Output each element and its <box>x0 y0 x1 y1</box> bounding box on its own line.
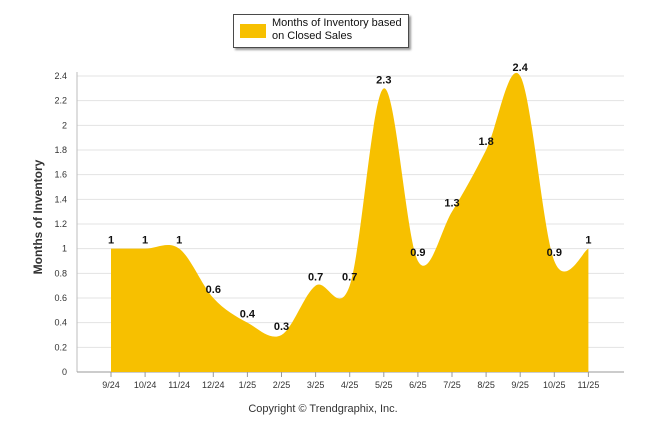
data-label: 2.3 <box>376 74 391 86</box>
data-label: 0.7 <box>308 272 323 284</box>
data-label: 1 <box>176 235 182 247</box>
x-tick-label: 11/25 <box>577 380 599 390</box>
y-tick-label: 0.6 <box>54 293 67 303</box>
x-tick-label: 7/25 <box>443 380 461 390</box>
x-tick-label: 2/25 <box>273 380 291 390</box>
x-tick-label: 12/24 <box>202 380 225 390</box>
legend[interactable]: Months of Inventory based on Closed Sale… <box>233 14 409 48</box>
series-area <box>111 72 589 373</box>
x-tick-label: 4/25 <box>341 380 359 390</box>
data-label: 1 <box>108 235 114 247</box>
x-tick-label: 6/25 <box>409 380 427 390</box>
y-tick-label: 1 <box>62 244 67 254</box>
y-tick-label: 2.2 <box>54 96 67 106</box>
x-tick-label: 3/25 <box>307 380 325 390</box>
data-label: 1 <box>585 235 591 247</box>
data-label: 1 <box>142 235 148 247</box>
x-tick-label: 11/24 <box>168 380 190 390</box>
x-tick-label: 5/25 <box>375 380 393 390</box>
y-tick-label: 1.6 <box>54 170 67 180</box>
data-label: 0.9 <box>547 247 562 259</box>
x-tick-label: 10/24 <box>134 380 157 390</box>
data-label: 0.6 <box>206 284 221 296</box>
x-tick-label: 10/25 <box>543 380 566 390</box>
x-tick-label: 8/25 <box>477 380 495 390</box>
copyright-text: Copyright © Trendgraphix, Inc. <box>248 403 398 415</box>
data-label: 1.8 <box>478 136 493 148</box>
legend-label: Months of Inventory based on Closed Sale… <box>272 17 402 42</box>
y-tick-label: 0 <box>62 367 67 377</box>
data-label: 0.4 <box>240 309 256 321</box>
data-label: 2.4 <box>513 62 529 74</box>
y-tick-label: 1.2 <box>54 219 67 229</box>
y-tick-label: 1.8 <box>54 145 67 155</box>
y-axis-title: Months of Inventory <box>31 159 45 275</box>
y-tick-label: 0.8 <box>54 268 67 278</box>
data-label: 0.9 <box>410 247 425 259</box>
data-label: 0.7 <box>342 272 357 284</box>
data-label: 1.3 <box>444 198 459 210</box>
y-tick-label: 0.4 <box>54 318 67 328</box>
data-label: 0.3 <box>274 321 289 333</box>
y-tick-label: 2.4 <box>54 71 67 81</box>
y-tick-label: 2 <box>62 120 67 130</box>
x-tick-label: 9/25 <box>511 380 529 390</box>
y-tick-label: 1.4 <box>54 194 67 204</box>
x-tick-label: 1/25 <box>239 380 257 390</box>
x-tick-label: 9/24 <box>102 380 120 390</box>
y-tick-label: 0.2 <box>54 342 67 352</box>
legend-swatch <box>240 24 266 38</box>
